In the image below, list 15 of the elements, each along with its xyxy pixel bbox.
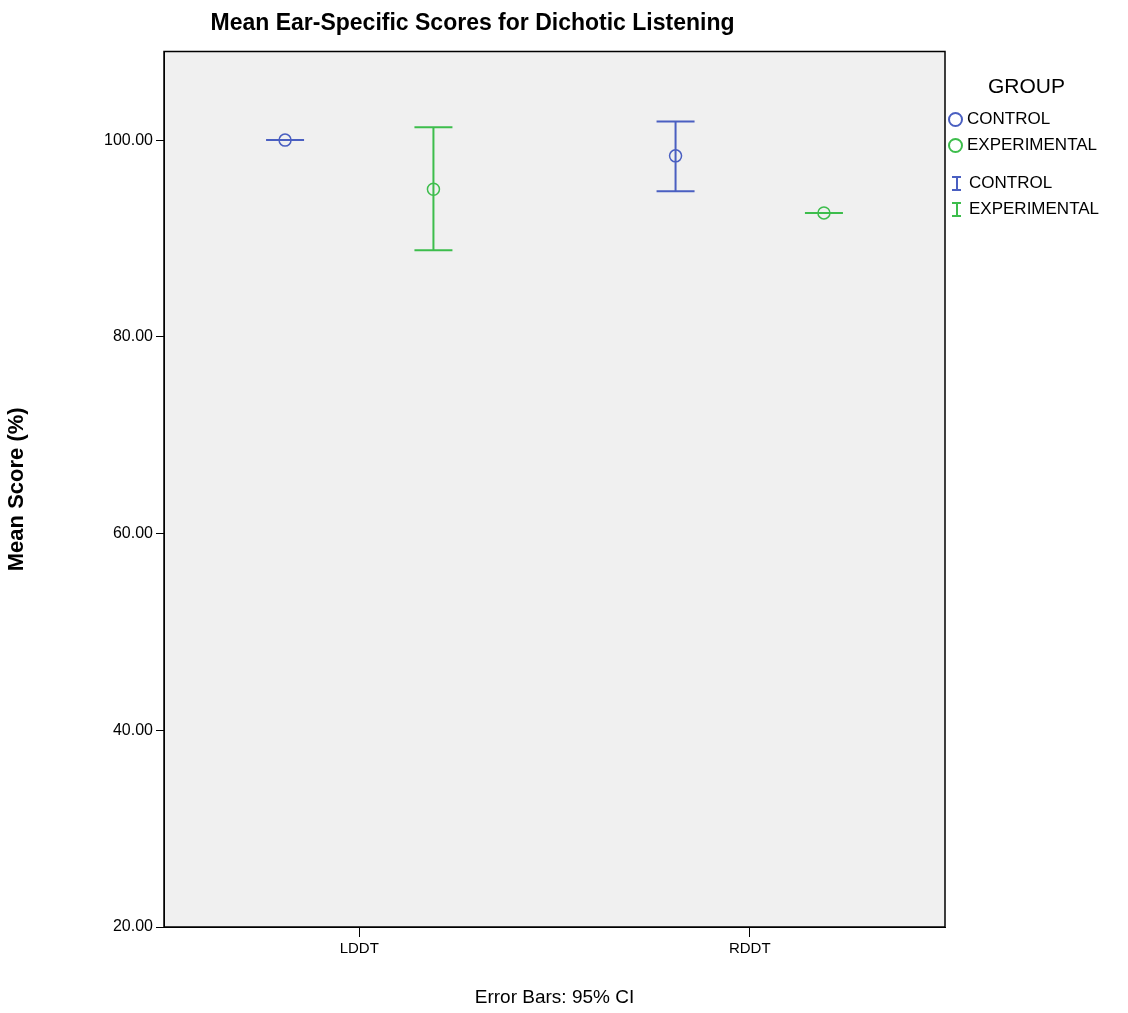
y-tick-label: 40.00 — [112, 720, 154, 738]
x-tick-label: RDDT — [728, 939, 771, 957]
chart-title: Mean Ear-Specific Scores for Dichotic Listening — [210, 9, 735, 36]
text: Error Bars: 95% CI — [474, 986, 635, 1008]
legend-label: EXPERIMENTAL — [969, 199, 1100, 219]
y-tick-label: 20.00 — [112, 917, 154, 935]
x-tick-label: LDDT — [339, 939, 379, 957]
text: EXPERIMENTAL — [967, 135, 1098, 154]
legend-title: GROUP — [988, 74, 1066, 98]
y-tick-label: 80.00 — [112, 327, 154, 345]
y-axis-title: Mean Score (%) — [3, 407, 29, 572]
legend-label: CONTROL — [967, 109, 1051, 129]
y-tick-label: 60.00 — [112, 523, 154, 541]
text: CONTROL — [969, 173, 1053, 192]
y-tick-label: 100.00 — [104, 130, 154, 148]
